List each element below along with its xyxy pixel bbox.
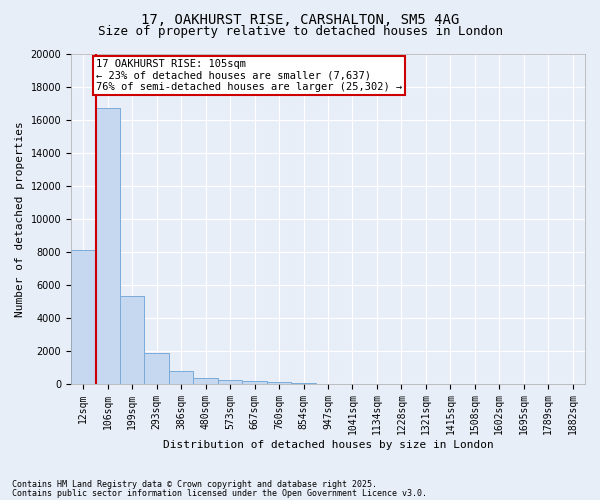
Bar (71, 250, 95, 384)
Bar (218, 380, 242, 384)
Bar (267, 382, 292, 384)
Bar (95, 108, 120, 384)
Text: Contains HM Land Registry data © Crown copyright and database right 2025.: Contains HM Land Registry data © Crown c… (12, 480, 377, 489)
X-axis label: Distribution of detached houses by size in London: Distribution of detached houses by size … (163, 440, 493, 450)
Bar (292, 383, 316, 384)
Bar (169, 371, 193, 384)
Text: 17, OAKHURST RISE, CARSHALTON, SM5 4AG: 17, OAKHURST RISE, CARSHALTON, SM5 4AG (141, 12, 459, 26)
Text: Size of property relative to detached houses in London: Size of property relative to detached ho… (97, 25, 503, 38)
Bar (242, 381, 267, 384)
Bar (145, 353, 169, 384)
Text: 17 OAKHURST RISE: 105sqm
← 23% of detached houses are smaller (7,637)
76% of sem: 17 OAKHURST RISE: 105sqm ← 23% of detach… (96, 59, 402, 92)
Bar (193, 378, 218, 384)
Y-axis label: Number of detached properties: Number of detached properties (15, 121, 25, 316)
Bar (120, 296, 145, 384)
Text: Contains public sector information licensed under the Open Government Licence v3: Contains public sector information licen… (12, 488, 427, 498)
